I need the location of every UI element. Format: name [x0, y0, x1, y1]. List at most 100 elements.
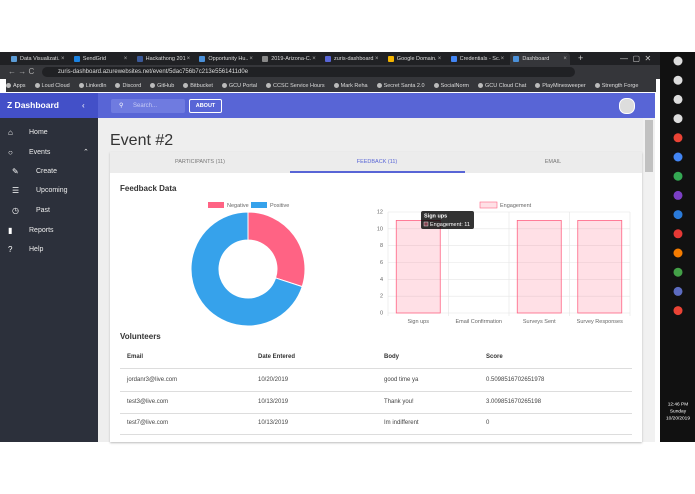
search-icon: ⚲	[119, 103, 124, 109]
nav-item[interactable]: Past	[36, 207, 51, 214]
bookmark[interactable]: Secret Santa 2.0	[376, 83, 425, 89]
bookmark-icon	[6, 83, 11, 88]
tab-close[interactable]: ×	[500, 56, 505, 62]
bookmark-label: Mark Reha	[340, 82, 368, 89]
bookmark[interactable]: Strength Forge	[594, 83, 638, 89]
taskbar-icon[interactable]	[673, 190, 683, 200]
brand[interactable]: Z Dashboard	[7, 100, 59, 110]
bookmark[interactable]: Mark Reha	[333, 82, 368, 89]
bookmark[interactable]: GitHub	[150, 83, 174, 89]
taskbar-icon[interactable]	[673, 94, 683, 104]
scroll-thumb[interactable]	[645, 120, 653, 172]
nav-buttons[interactable]: ← → C	[8, 67, 35, 76]
about-button[interactable]: ABOUT	[189, 99, 222, 113]
tab-title: Google Domain...	[396, 56, 437, 62]
taskbar-icon[interactable]	[673, 56, 683, 66]
bookmark[interactable]: Apps	[6, 83, 26, 89]
bookmark-label: SocialNorm	[440, 82, 469, 89]
page-tab[interactable]: FEEDBACK (11)	[356, 159, 398, 165]
tab-icon	[73, 56, 80, 62]
window-controls[interactable]: — ▢ ✕	[620, 54, 652, 63]
taskbar-icon[interactable]	[673, 267, 683, 277]
row-divider	[120, 412, 632, 414]
row-divider	[120, 391, 632, 392]
tab-close[interactable]: ×	[437, 56, 442, 62]
nav-item[interactable]: Upcoming	[36, 187, 68, 194]
nav-item[interactable]: Reports	[29, 227, 54, 234]
y-tick-label: 2	[380, 294, 383, 300]
search-box[interactable]	[111, 99, 185, 113]
tab-close[interactable]: ×	[312, 56, 316, 62]
taskbar-icon[interactable]	[673, 306, 683, 316]
taskbar-icon[interactable]	[673, 114, 683, 124]
nav-item[interactable]: Create	[36, 168, 58, 175]
tab-close[interactable]: ×	[563, 56, 567, 62]
bookmark[interactable]: GCU Portal	[221, 83, 257, 89]
tab-close[interactable]: ×	[186, 56, 191, 62]
address-bar[interactable]	[42, 67, 575, 77]
bookmark[interactable]: SocialNorm	[433, 82, 469, 89]
tooltip-swatch	[423, 221, 429, 227]
nav-item[interactable]: Events	[29, 149, 51, 156]
tab-close[interactable]: ×	[123, 56, 128, 62]
bookmark[interactable]: Bitbucket	[183, 83, 213, 89]
bookmark-icon	[266, 83, 272, 88]
taskbar-icon[interactable]	[673, 133, 683, 143]
tab-title: SendGrid	[82, 56, 107, 62]
browser-tab[interactable]	[510, 53, 571, 65]
tab-close[interactable]: ×	[249, 56, 253, 62]
section-title: Feedback Data	[120, 184, 177, 193]
legend-swatch	[251, 202, 267, 208]
page-tab[interactable]: EMAIL	[544, 159, 562, 165]
nav-item[interactable]: Home	[29, 129, 48, 136]
bookmark-label: CCSC Service Hours	[273, 82, 325, 89]
taskbar-icon[interactable]	[673, 75, 683, 85]
nav-item[interactable]: Help	[29, 246, 44, 253]
taskbar-icon[interactable]	[673, 229, 683, 239]
bookmark[interactable]: Loud Cloud	[34, 83, 70, 89]
collapse[interactable]: ‹	[82, 101, 85, 110]
taskbar-icon[interactable]	[673, 171, 683, 181]
tab-icon	[325, 56, 331, 62]
url: zuris-dashboard.azurewebsites.net/event/…	[58, 69, 249, 75]
taskbar-icon[interactable]	[673, 286, 683, 296]
legend-swatch	[208, 202, 224, 208]
column-header: Body	[384, 354, 399, 360]
clock: 12:46 PM	[668, 401, 689, 407]
table-cell: good time ya	[384, 377, 419, 383]
legend-label: Positive	[270, 203, 289, 209]
table-cell: test7@live.com	[127, 420, 169, 426]
scrollbar	[643, 118, 655, 442]
taskbar-icon[interactable]	[673, 152, 683, 162]
table-cell: test3@live.com	[127, 398, 169, 405]
bookmark[interactable]: LinkedIn	[78, 83, 106, 89]
top-nav	[98, 93, 655, 118]
bookmark[interactable]: Discord	[115, 83, 141, 89]
avatar[interactable]	[619, 98, 635, 114]
nav-icon: ⌂	[8, 128, 13, 137]
taskbar-icon[interactable]	[673, 248, 683, 258]
column-header: Date Entered	[258, 354, 296, 360]
bookmark-icon	[535, 83, 541, 88]
page-title: Event #2	[110, 132, 174, 149]
y-tick-label: 10	[377, 226, 383, 232]
bookmark[interactable]: CCSC Service Hours	[266, 83, 325, 89]
tab-title: Credentials - Sc...	[459, 56, 500, 62]
tab-close[interactable]: ×	[375, 56, 379, 62]
tab-icon	[387, 56, 394, 62]
tab-close[interactable]: ×	[61, 56, 65, 62]
bookmark[interactable]: PlayMinesweeper	[535, 83, 586, 89]
bookmark[interactable]: GCU Cloud Chat	[478, 83, 526, 89]
taskbar-icon[interactable]	[673, 210, 683, 220]
page-tab[interactable]: PARTICIPANTS (11)	[174, 159, 226, 165]
bookmark-icon	[115, 83, 121, 88]
bookmark-icon	[333, 83, 339, 88]
bookmark-icon	[183, 83, 189, 88]
bookmark-label: GCU Cloud Chat	[485, 82, 527, 89]
search-placeholder: Search...	[133, 103, 158, 109]
y-tick-label: 6	[380, 260, 383, 266]
bookmark-icon	[376, 83, 382, 88]
table-cell: 3.009851670265198	[486, 398, 542, 405]
new-tab[interactable]: +	[578, 53, 584, 63]
